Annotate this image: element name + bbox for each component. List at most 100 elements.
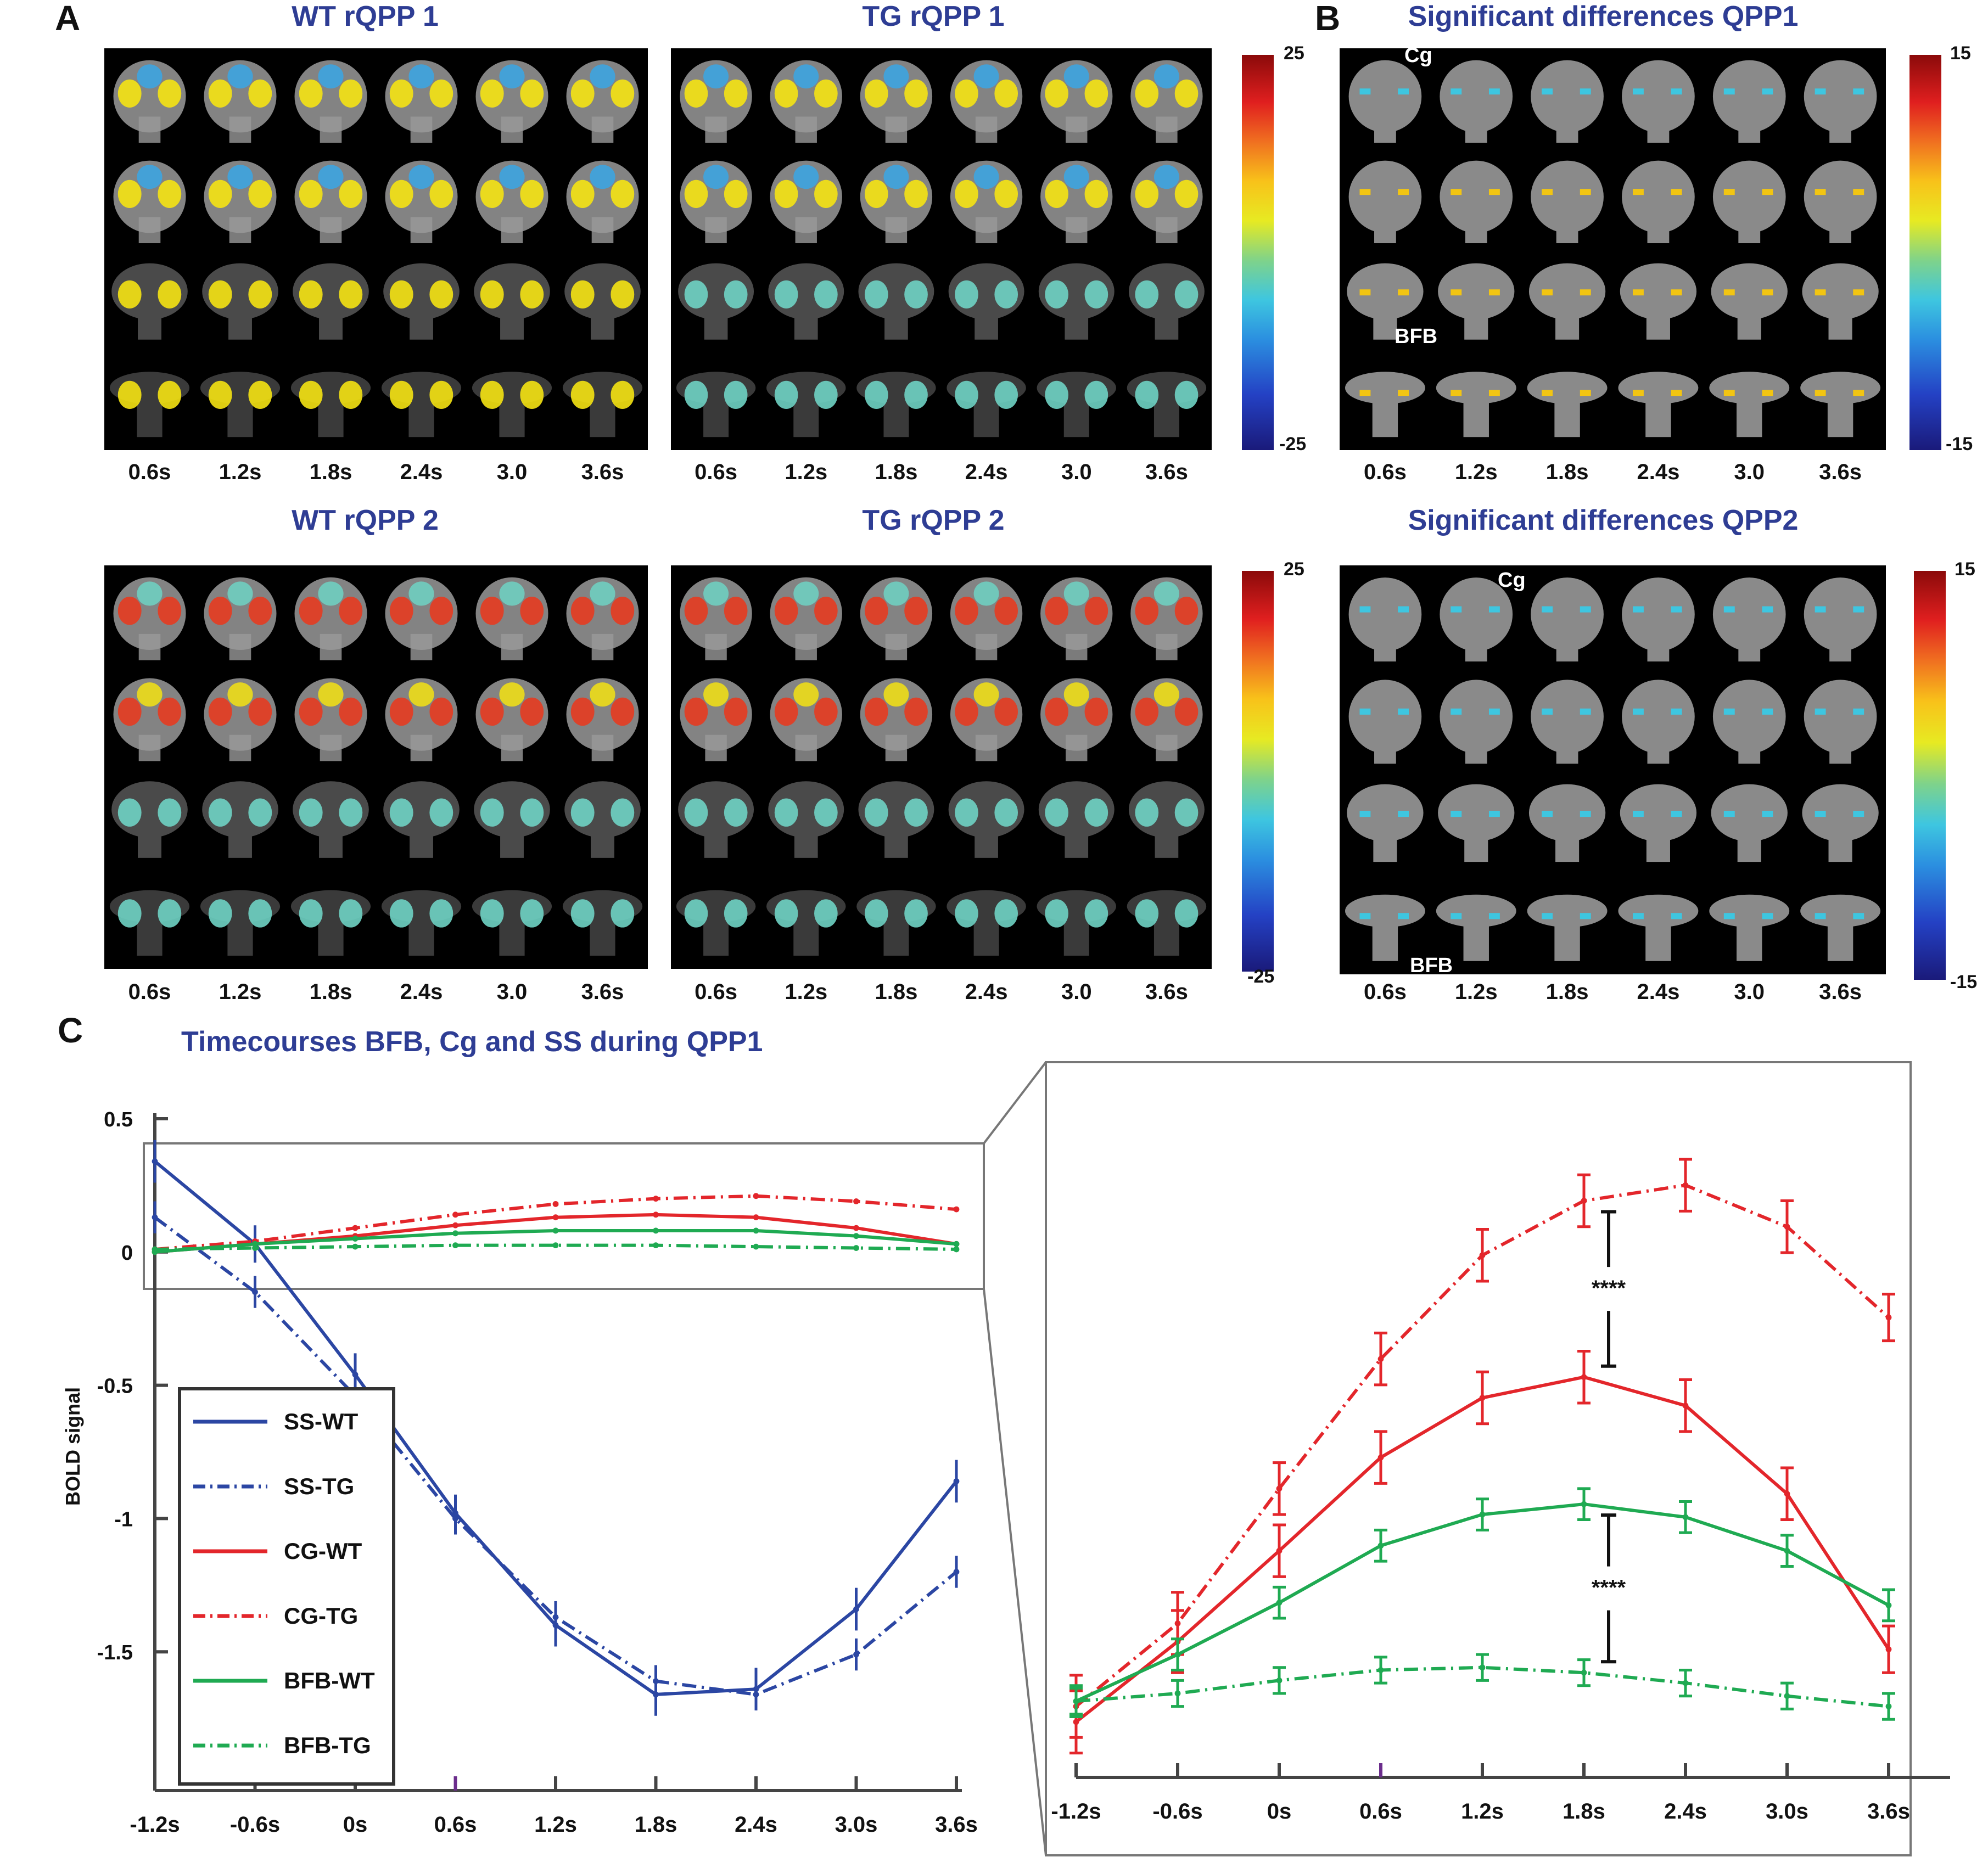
data-point: [1276, 1677, 1283, 1684]
brain-slice: [204, 160, 277, 244]
brain-grid-tg-rqpp2: [671, 565, 1212, 969]
brain-slice: [676, 890, 756, 956]
brain-slice: [566, 678, 639, 761]
zoom-source-box: [143, 1142, 985, 1290]
brain-slice: [1712, 577, 1786, 662]
brain-slice: [1712, 160, 1786, 244]
series-line-bfb-tg: [154, 1243, 957, 1251]
title-tg-rqpp1: TG rQPP 1: [862, 1, 1005, 32]
data-point: [1479, 1664, 1486, 1671]
brain-slice: [1622, 577, 1695, 662]
brain-slice: [475, 577, 548, 660]
x-tick-label: 0.6s: [1359, 1799, 1402, 1824]
brain-ticks-sig-qpp1: 0.6s 1.2s 1.8s 2.4s 3.0 3.6s: [1363, 460, 1862, 484]
brain-slice: [766, 890, 846, 956]
brain-slice: [381, 372, 462, 437]
brain-slice: [1436, 372, 1516, 437]
brain-grid-tg-rqpp1: [671, 48, 1212, 450]
data-point: [1377, 1356, 1384, 1362]
brain-slice: [1800, 372, 1881, 437]
title-timecourses: Timecourses BFB, Cg and SS during QPP1: [181, 1026, 763, 1058]
data-point: [252, 1289, 258, 1295]
brain-slice: [475, 60, 548, 143]
brain-slice: [566, 160, 639, 244]
x-tick-label: 1.8s: [635, 1813, 677, 1837]
y-tick-label: -1.5: [97, 1641, 133, 1664]
brain-slice: [1038, 263, 1115, 340]
brain-slice: [290, 890, 371, 956]
data-point: [653, 1211, 659, 1218]
brain-slice: [1040, 60, 1113, 143]
data-point: [1276, 1600, 1283, 1606]
colorbar-rqpp1-min: -25: [1279, 434, 1307, 455]
brain-slice: [1127, 372, 1207, 437]
data-point: [1479, 1395, 1486, 1401]
data-point: [853, 1606, 859, 1612]
colorbar-rqpp2-min: -25: [1247, 966, 1275, 987]
brain-slice: [1712, 680, 1786, 764]
data-point: [1174, 1690, 1181, 1697]
brain-slice: [562, 372, 643, 437]
y-tick-label: 0.5: [104, 1108, 133, 1131]
brain-slice: [1348, 680, 1422, 764]
x-tick-label: 1.2s: [1461, 1799, 1504, 1824]
annotation-bfb-qpp1: BFB: [1395, 325, 1438, 348]
data-point: [1784, 1490, 1790, 1497]
zoom-connector-bottom: [983, 1288, 1047, 1856]
data-point: [1885, 1314, 1892, 1321]
annotation-cg-qpp2: Cg: [1498, 569, 1526, 592]
data-point: [1682, 1182, 1689, 1188]
x-tick-label: 2.4s: [1664, 1799, 1707, 1824]
data-point: [552, 1200, 559, 1207]
data-point: [853, 1198, 859, 1204]
brain-slice: [204, 60, 277, 143]
brain-slice: [294, 160, 367, 244]
data-point: [753, 1193, 759, 1199]
brain-slice: [860, 160, 933, 244]
panel-label-b: B: [1315, 0, 1341, 38]
data-point: [1784, 1224, 1790, 1230]
data-point: [953, 1569, 960, 1575]
data-point: [853, 1651, 859, 1658]
brain-slice: [204, 577, 277, 660]
annotation-bfb-qpp2: BFB: [1410, 954, 1453, 977]
brain-slice: [1130, 160, 1203, 244]
data-point: [1174, 1651, 1181, 1658]
data-point: [1784, 1693, 1790, 1699]
brain-ticks-tg-rqpp1: 0.6s 1.2s 1.8s 2.4s 3.0 3.6s: [695, 460, 1188, 484]
data-point: [452, 1230, 458, 1237]
brain-slice: [200, 890, 281, 956]
brain-slice: [1440, 60, 1513, 143]
brain-slice: [381, 890, 462, 956]
brain-slice: [1618, 894, 1699, 961]
brain-slice: [860, 678, 933, 761]
brain-slice: [948, 781, 1024, 858]
title-wt-rqpp2: WT rQPP 2: [292, 504, 439, 536]
brain-slice: [678, 781, 754, 858]
legend-label: SS-WT: [284, 1409, 359, 1434]
chart-legend: SS-WT SS-TG CG-WT CG-TG BFB-WT BFB-TG: [178, 1387, 395, 1786]
data-point: [352, 1236, 359, 1242]
brain-slice: [1531, 160, 1604, 244]
data-point: [853, 1245, 859, 1251]
brain-slice: [950, 160, 1023, 244]
colorbar-sig1-max: 15: [1950, 43, 1971, 64]
y-axis-label: BOLD signal: [61, 1387, 84, 1506]
brain-ticks-wt-rqpp2: 0.6s 1.2s 1.8s 2.4s 3.0 3.6s: [128, 980, 624, 1004]
zoom-connector-top: [983, 1061, 1047, 1145]
data-point: [1885, 1602, 1892, 1608]
brain-slice: [1440, 160, 1513, 244]
brain-slice: [1130, 577, 1203, 660]
brain-slice: [676, 372, 756, 437]
brain-slice: [566, 577, 639, 660]
brain-slice: [1038, 781, 1115, 858]
data-point: [452, 1211, 458, 1218]
brain-slice: [856, 372, 936, 437]
brain-slice: [1622, 160, 1695, 244]
brain-slice: [1438, 784, 1515, 862]
x-tick-label: -0.6s: [230, 1813, 280, 1837]
brain-slice: [1709, 372, 1790, 437]
brain-slice: [680, 577, 752, 660]
data-point: [653, 1242, 659, 1249]
brain-ticks-sig-qpp2: 0.6s 1.2s 1.8s 2.4s 3.0 3.6s: [1363, 980, 1862, 1004]
